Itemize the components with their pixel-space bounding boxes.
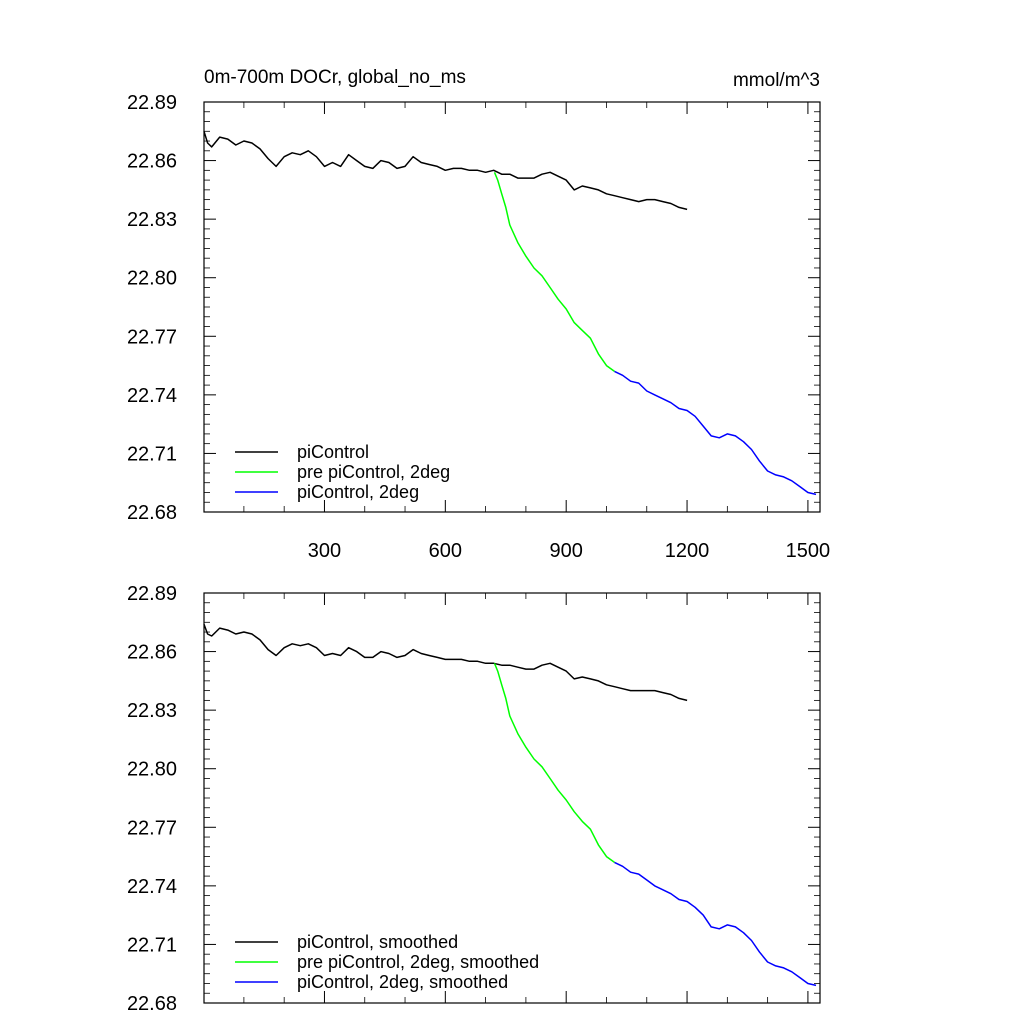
legend-label: piControl: [297, 442, 369, 462]
x-tick-label: 1200: [665, 540, 710, 562]
y-tick-label: 22.89: [127, 583, 177, 605]
series-line: [614, 370, 817, 496]
bottom-panel: 22.89 22.86 22.83 22.80 22.77 22.74 22.71 22.68…: [127, 583, 821, 1015]
y-tick-label: 22.77: [127, 326, 177, 348]
series-line: [203, 131, 688, 211]
legend-label: piControl, 2deg: [297, 482, 419, 502]
y-tick-label: 22.77: [127, 817, 177, 839]
series-line: [493, 663, 615, 864]
x-tick-label: 600: [429, 540, 462, 562]
bottom-axes: 22.89 22.86 22.83 22.80 22.77 22.74 22.71 22.68: [127, 583, 821, 1015]
legend-label: piControl, 2deg, smoothed: [297, 972, 508, 992]
y-tick-label: 22.68: [127, 993, 177, 1015]
x-tick-label: 900: [549, 540, 582, 562]
y-tick-label: 22.83: [127, 700, 177, 722]
legend-label: pre piControl, 2deg: [297, 462, 450, 482]
y-tick-label: 22.80: [127, 759, 177, 781]
y-tick-label: 22.71: [127, 934, 177, 956]
y-tick-label: 22.86: [127, 151, 177, 173]
bottom-series-lines: [203, 623, 817, 987]
x-tick-label: 300: [308, 540, 341, 562]
x-tick-label: 1500: [786, 540, 831, 562]
legend-label: pre piControl, 2deg, smoothed: [297, 952, 539, 972]
y-tick-label: 22.71: [127, 443, 177, 465]
series-line: [203, 623, 688, 702]
y-tick-label: 22.80: [127, 268, 177, 290]
top-panel: 0m-700m DOCr, global_no_ms mmol/m^3 22.8…: [127, 67, 830, 562]
y-tick-label: 22.68: [127, 502, 177, 524]
chart-title: 0m-700m DOCr, global_no_ms: [204, 67, 466, 88]
y-tick-label: 22.83: [127, 209, 177, 231]
units-label: mmol/m^3: [733, 70, 820, 91]
y-tick-label: 22.74: [127, 385, 177, 407]
y-tick-label: 22.89: [127, 92, 177, 114]
y-tick-label: 22.74: [127, 876, 177, 898]
series-line: [614, 861, 817, 987]
legend-label: piControl, smoothed: [297, 932, 458, 952]
y-tick-label: 22.86: [127, 642, 177, 664]
top-axes: 22.89 22.86 22.83 22.80 22.77 22.74 22.71 22.68…: [127, 92, 830, 562]
series-line: [493, 172, 615, 373]
top-series-lines: [203, 131, 817, 496]
